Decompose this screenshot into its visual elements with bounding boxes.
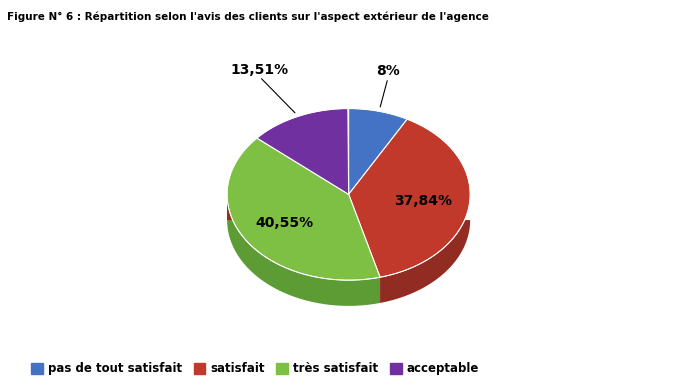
Polygon shape: [348, 108, 407, 194]
Legend: pas de tout satisfait, satisfait, très satisfait, acceptable: pas de tout satisfait, satisfait, très s…: [27, 358, 484, 380]
Text: 13,51%: 13,51%: [231, 63, 289, 77]
Text: 40,55%: 40,55%: [255, 216, 313, 230]
Polygon shape: [227, 194, 470, 303]
Polygon shape: [348, 119, 470, 277]
Text: 37,84%: 37,84%: [395, 194, 452, 208]
Polygon shape: [257, 108, 348, 194]
Text: Figure N° 6 : Répartition selon l'avis des clients sur l'aspect extérieur de l'a: Figure N° 6 : Répartition selon l'avis d…: [7, 12, 489, 22]
Polygon shape: [227, 194, 380, 306]
Polygon shape: [227, 138, 380, 280]
Text: 8%: 8%: [376, 64, 400, 78]
